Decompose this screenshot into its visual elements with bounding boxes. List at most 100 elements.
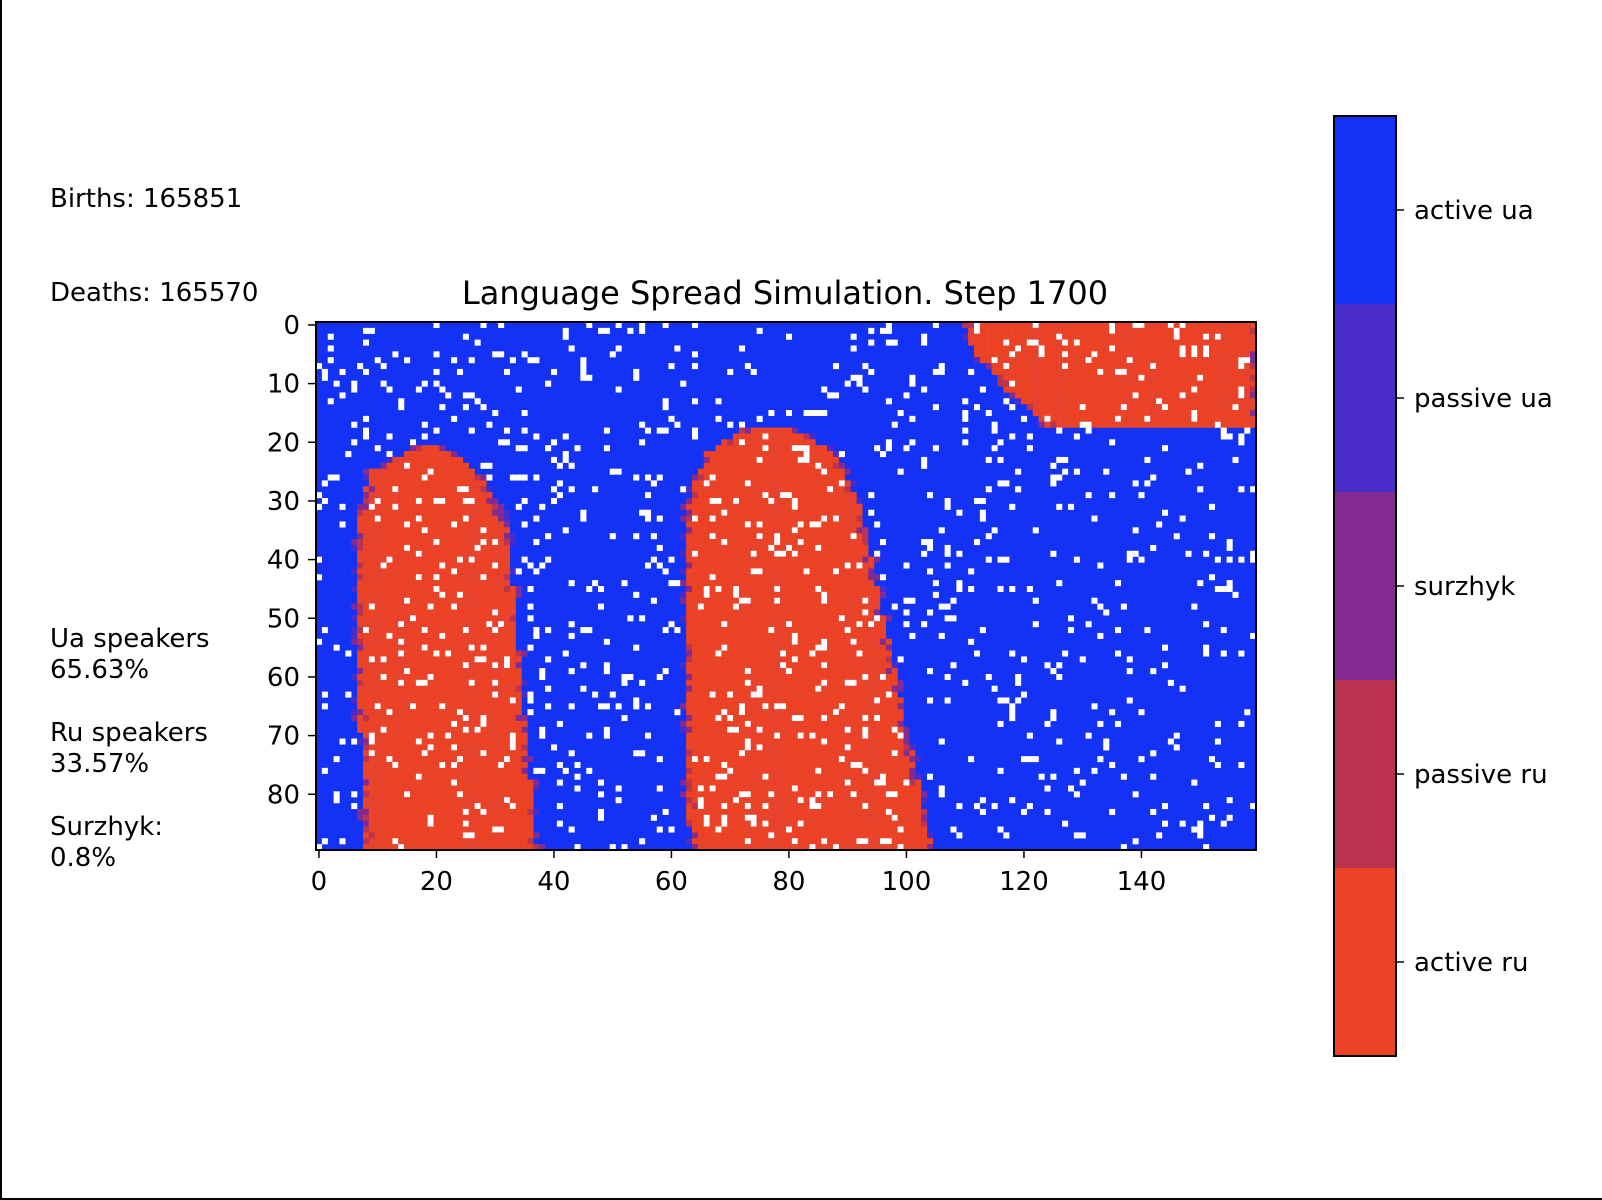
heatmap-cell <box>821 762 828 769</box>
heatmap-cell <box>662 427 669 434</box>
heatmap-cell <box>421 562 428 569</box>
heatmap-cell <box>1173 533 1180 540</box>
heatmap-cell <box>1150 421 1157 428</box>
heatmap-cell <box>1015 322 1022 329</box>
heatmap-cell <box>850 586 857 593</box>
heatmap-cell <box>386 539 393 546</box>
heatmap-cell <box>809 627 816 634</box>
heatmap-cell <box>1238 410 1245 417</box>
heatmap-cell <box>927 773 934 780</box>
heatmap-cell <box>451 785 458 792</box>
heatmap-cell <box>1085 363 1092 370</box>
heatmap-cell <box>838 715 845 722</box>
heatmap-cell <box>744 363 751 370</box>
heatmap-cell <box>821 703 828 710</box>
heatmap-cell <box>415 568 422 575</box>
heatmap-cell <box>815 568 822 575</box>
heatmap-cell <box>827 656 834 663</box>
heatmap-cell <box>780 762 787 769</box>
heatmap-cell <box>844 756 851 763</box>
heatmap-cell <box>756 597 763 604</box>
heatmap-cell <box>1097 421 1104 428</box>
heatmap-cell <box>768 785 775 792</box>
heatmap-cell <box>1032 597 1039 604</box>
heatmap-cell <box>733 668 740 675</box>
heatmap-cell <box>515 650 522 657</box>
heatmap-cell <box>415 609 422 616</box>
heatmap-cell <box>521 767 528 774</box>
heatmap-cell <box>374 527 381 534</box>
heatmap-cell <box>415 591 422 598</box>
heatmap-cell <box>809 527 816 534</box>
heatmap-cell <box>321 691 328 698</box>
heatmap-cell <box>727 715 734 722</box>
heatmap-cell <box>874 586 881 593</box>
heatmap-cell <box>421 603 428 610</box>
heatmap-cell <box>750 503 757 510</box>
heatmap-cell <box>1103 345 1110 352</box>
heatmap-cell <box>815 644 822 651</box>
heatmap-cell <box>392 486 399 493</box>
heatmap-cell <box>833 521 840 528</box>
heatmap-cell <box>833 544 840 551</box>
heatmap-cell <box>615 345 622 352</box>
heatmap-cell <box>374 503 381 510</box>
heatmap-cell <box>398 474 405 481</box>
heatmap-cell <box>827 644 834 651</box>
heatmap-cell <box>1226 415 1233 422</box>
heatmap-cell <box>815 533 822 540</box>
heatmap-cell <box>821 386 828 393</box>
heatmap-cell <box>1197 404 1204 411</box>
heatmap-cell <box>891 697 898 704</box>
heatmap-cell <box>838 498 845 505</box>
heatmap-cell <box>433 779 440 786</box>
heatmap-cell <box>938 368 945 375</box>
heatmap-cell <box>803 720 810 727</box>
heatmap-cell <box>474 644 481 651</box>
heatmap-cell <box>439 456 446 463</box>
heatmap-cell <box>856 527 863 534</box>
heatmap-cell <box>650 480 657 487</box>
heatmap-cell <box>427 756 434 763</box>
heatmap-cell <box>750 779 757 786</box>
heatmap-cell <box>880 674 887 681</box>
heatmap-cell <box>351 638 358 645</box>
heatmap-cell <box>803 456 810 463</box>
heatmap-cell <box>492 597 499 604</box>
heatmap-cell <box>451 509 458 516</box>
heatmap-cell <box>697 679 704 686</box>
heatmap-cell <box>744 644 751 651</box>
heatmap-cell <box>850 720 857 727</box>
heatmap-cell <box>551 486 558 493</box>
heatmap-cell <box>762 433 769 440</box>
heatmap-cell <box>1050 415 1057 422</box>
heatmap-cell <box>868 627 875 634</box>
heatmap-cell <box>744 462 751 469</box>
heatmap-cell <box>398 533 405 540</box>
heatmap-cell <box>433 662 440 669</box>
heatmap-cell <box>768 550 775 557</box>
heatmap-cell <box>374 674 381 681</box>
heatmap-cell <box>797 662 804 669</box>
heatmap-cell <box>862 621 869 628</box>
heatmap-cell <box>386 627 393 634</box>
heatmap-cell <box>539 562 546 569</box>
heatmap-cell <box>1132 363 1139 370</box>
heatmap-cell <box>874 674 881 681</box>
heatmap-cell <box>833 456 840 463</box>
heatmap-cell <box>1038 363 1045 370</box>
heatmap-cell <box>897 726 904 733</box>
heatmap-cell <box>850 374 857 381</box>
heatmap-cell <box>662 322 669 329</box>
heatmap-cell <box>1009 322 1016 329</box>
heatmap-cell <box>692 527 699 534</box>
heatmap-cell <box>368 791 375 798</box>
heatmap-cell <box>809 738 816 745</box>
heatmap-cell <box>868 580 875 587</box>
heatmap-cell <box>744 621 751 628</box>
heatmap-cell <box>885 756 892 763</box>
heatmap-cell <box>515 709 522 716</box>
heatmap-cell <box>838 451 845 458</box>
heatmap-cell <box>504 750 511 757</box>
heatmap-cell <box>321 627 328 634</box>
